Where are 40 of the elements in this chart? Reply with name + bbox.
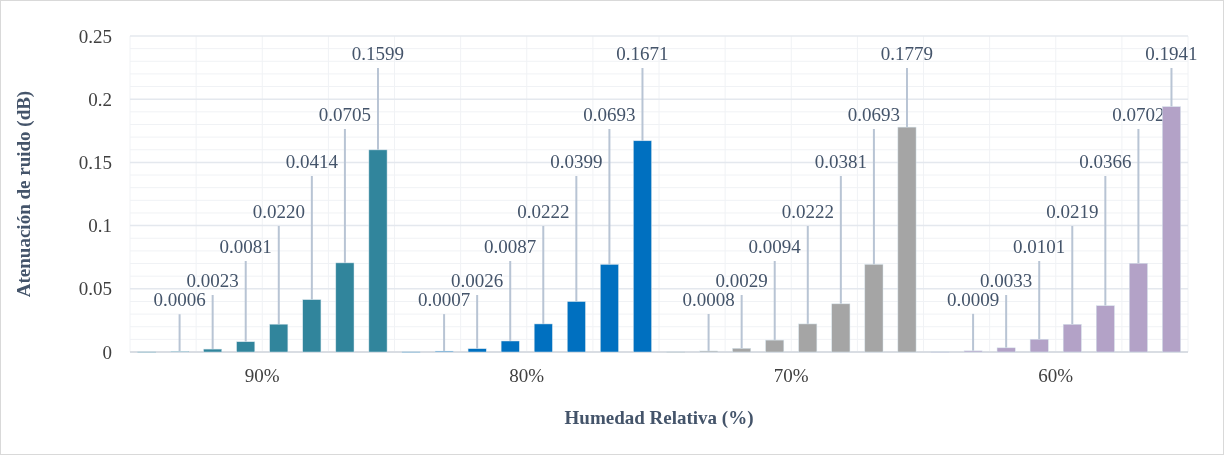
data-label: 0.1779 <box>880 43 934 64</box>
x-tick-label: 70% <box>773 365 809 386</box>
data-label: 0.1671 <box>616 43 669 64</box>
data-label: 0.0705 <box>318 104 372 125</box>
y-tick-label: 0.25 <box>78 25 112 47</box>
data-label: 0.0008 <box>682 288 735 310</box>
x-axis-title: Humedad Relativa (%) <box>564 407 754 429</box>
data-label: 0.0033 <box>980 270 1033 291</box>
data-label: 0.0007 <box>417 289 471 311</box>
data-label: 0.0222 <box>517 201 570 222</box>
data-label: 0.0026 <box>451 270 504 291</box>
y-tick-label: 0 <box>102 341 112 363</box>
y-tick-label: 0.15 <box>78 152 112 174</box>
data-label: 0.0023 <box>186 270 239 291</box>
data-label: 0.0094 <box>748 236 802 257</box>
data-label: 0.0220 <box>252 201 305 222</box>
data-label: 0.0009 <box>946 288 1000 310</box>
data-label: 0.0366 <box>1079 151 1132 172</box>
data-label: 0.0029 <box>715 270 768 291</box>
data-label: 0.0414 <box>285 151 339 172</box>
x-tick-label: 80% <box>509 365 545 386</box>
data-label: 0.0693 <box>847 104 901 125</box>
data-label: 0.0693 <box>583 104 636 125</box>
data-label: 0.0087 <box>484 236 537 257</box>
y-tick-label: 0.2 <box>88 88 112 110</box>
data-label: 0.0006 <box>153 289 206 311</box>
data-label: 0.0219 <box>1046 201 1099 222</box>
x-tick-label: 60% <box>1038 365 1074 386</box>
data-label: 0.0081 <box>219 236 272 257</box>
data-label: 0.0399 <box>550 151 603 172</box>
data-label: 0.0702 <box>1112 104 1165 125</box>
data-label: 0.0381 <box>814 151 867 172</box>
data-label: 0.0101 <box>1013 236 1066 257</box>
x-tick-label: 90% <box>244 365 280 386</box>
data-label: 0.1599 <box>351 43 405 64</box>
y-tick-label: 0.1 <box>88 215 112 237</box>
data-label: 0.1941 <box>1145 43 1198 64</box>
data-label: 0.0222 <box>781 201 834 222</box>
y-tick-label: 0.05 <box>78 278 112 300</box>
y-axis-title: Atenuación de ruido (dB) <box>13 90 35 298</box>
